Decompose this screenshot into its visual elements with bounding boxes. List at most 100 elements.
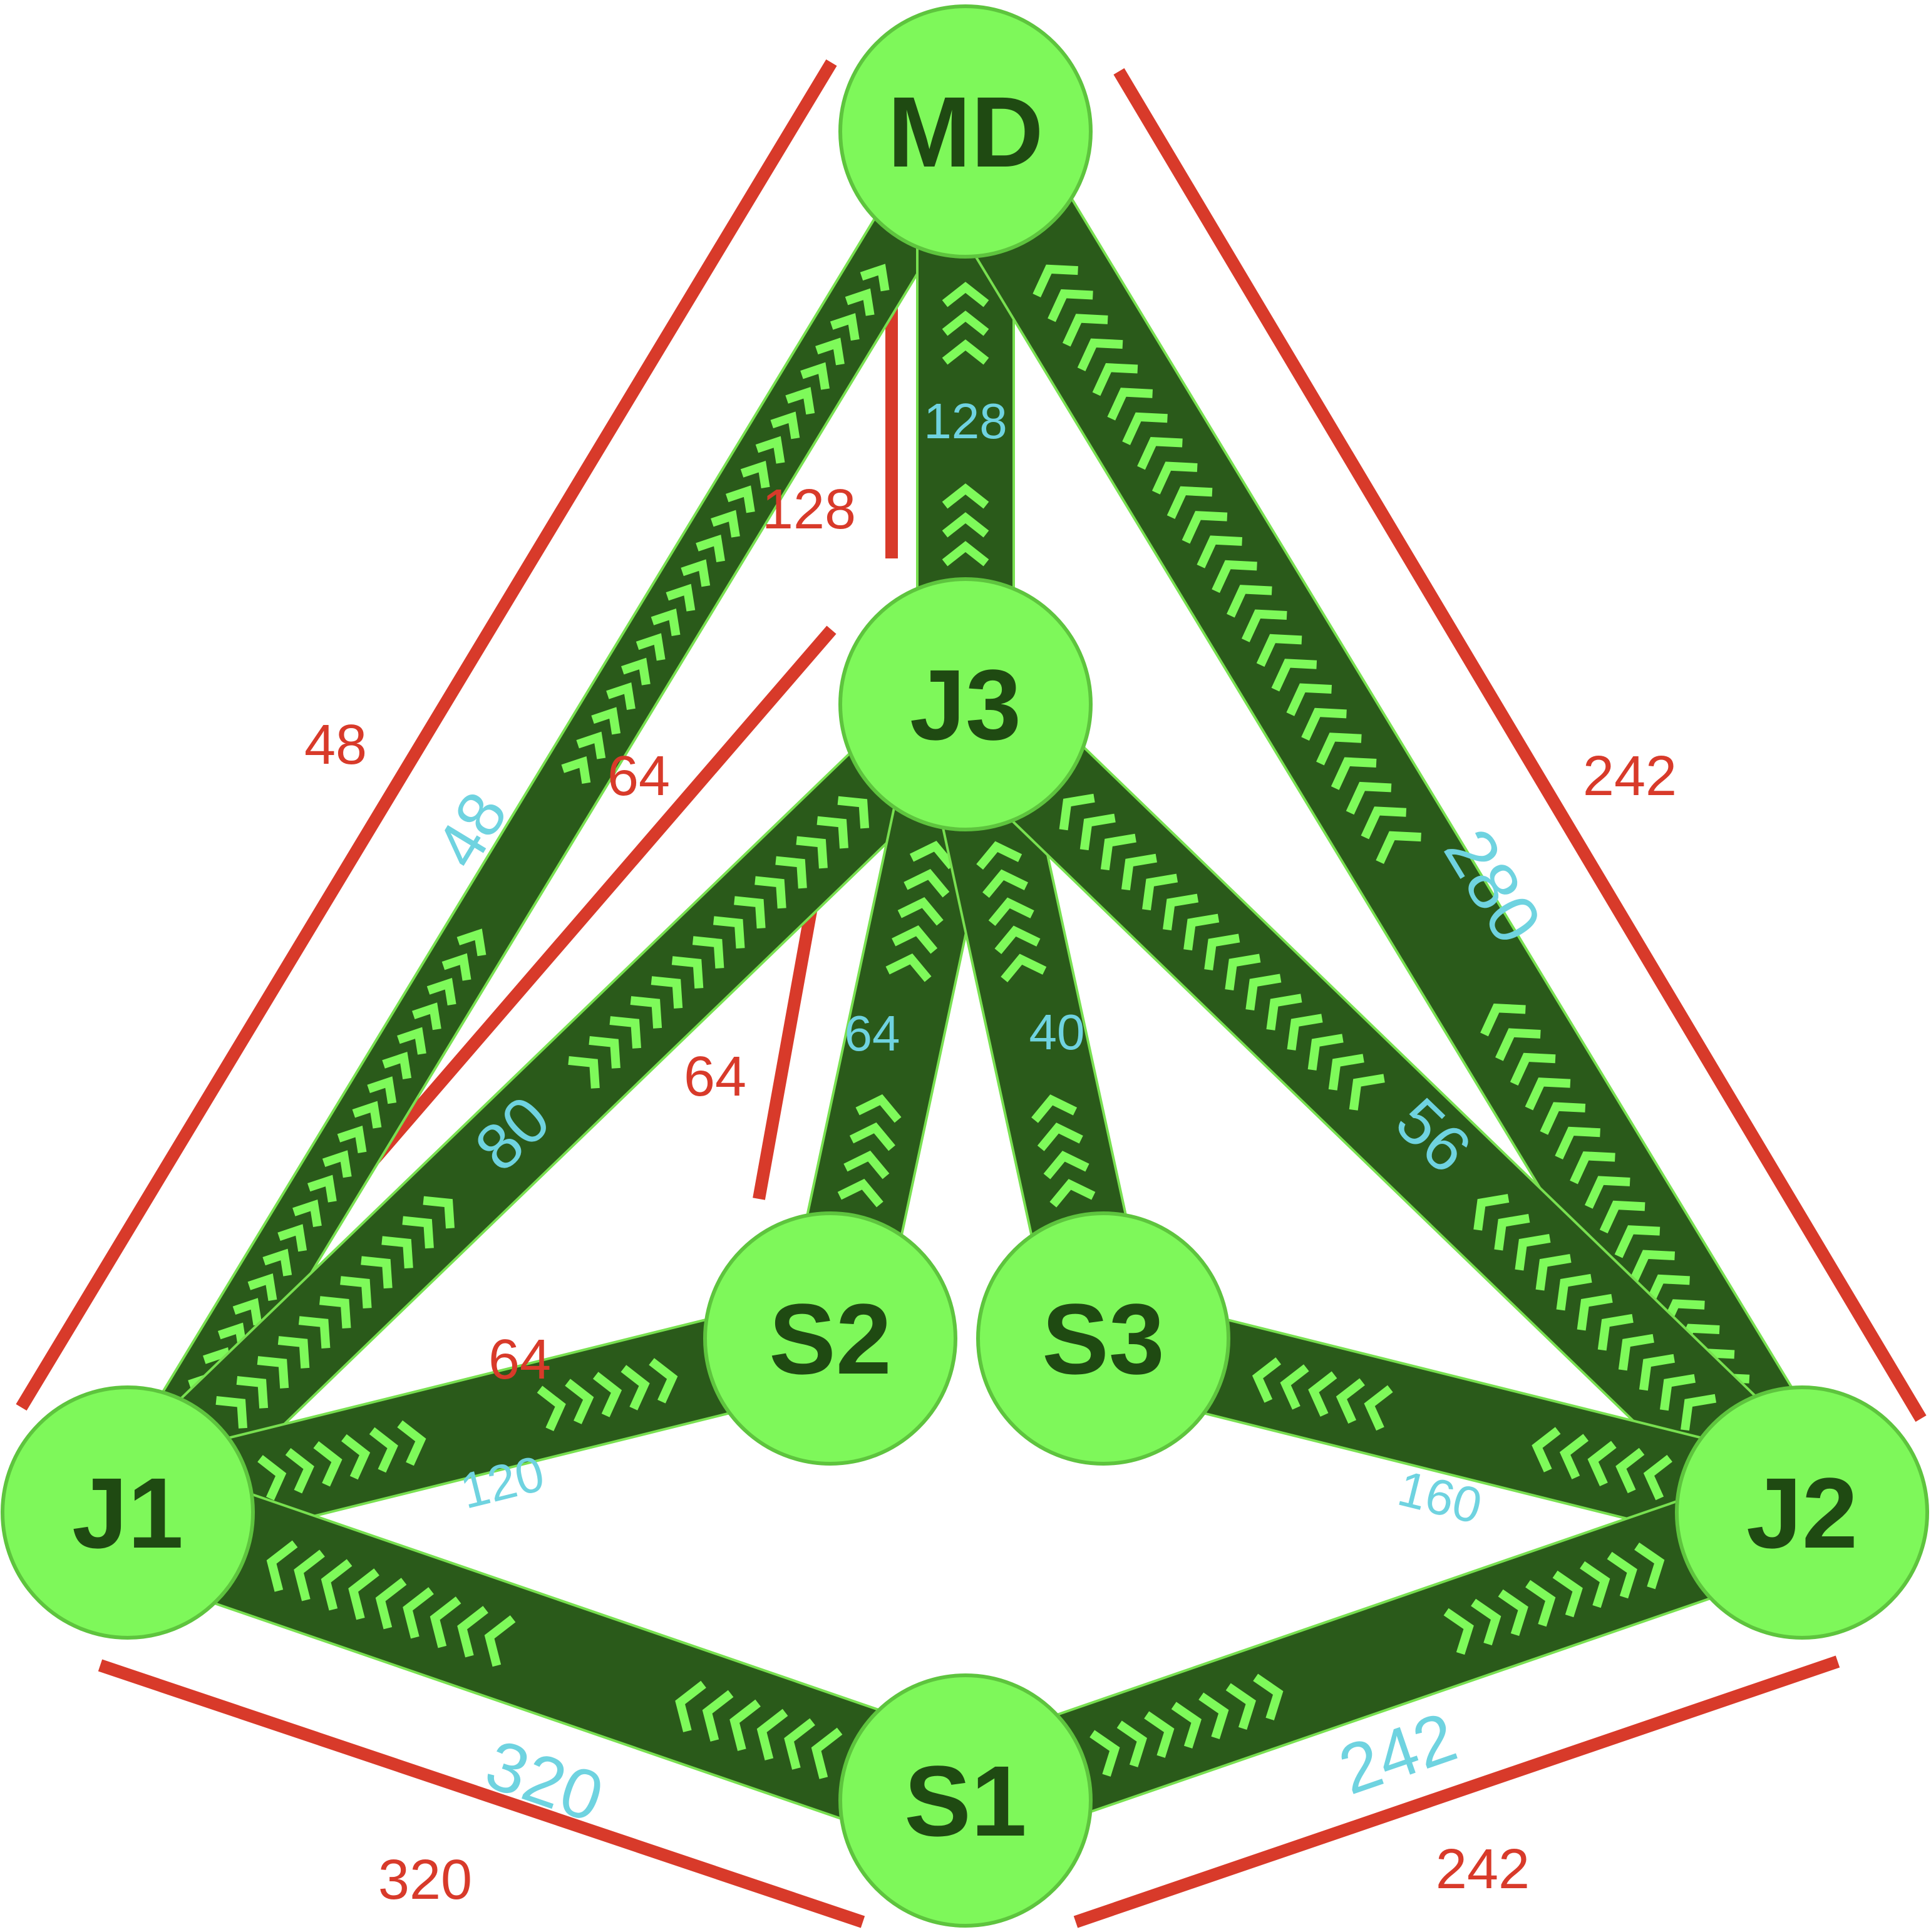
flow-chevron-icon — [1212, 560, 1257, 593]
flow-chevron-icon — [1245, 974, 1282, 1010]
flow-chevron-icon — [1079, 813, 1116, 851]
flow-chevron-icon — [561, 756, 591, 784]
flow-chevron-icon — [1166, 486, 1213, 520]
flow-chevron-icon — [830, 313, 860, 341]
flow-chevron-icon — [1681, 1394, 1717, 1431]
flow-chevron-icon — [636, 633, 666, 661]
flow-chevron-icon — [361, 1256, 393, 1289]
flow-chevron-icon — [592, 1372, 622, 1417]
flow-chevron-icon — [1615, 1447, 1645, 1494]
flow-chevron-icon — [412, 1002, 441, 1030]
flow-chevron-icon — [565, 1379, 594, 1424]
flow-chevron-icon — [1253, 1673, 1284, 1720]
node-s3: S3 — [976, 1211, 1230, 1466]
flow-chevron-icon — [726, 485, 755, 513]
flow-chevron-icon — [784, 1718, 815, 1770]
node-j1: J1 — [1, 1385, 255, 1640]
flow-chevron-icon — [1540, 1102, 1586, 1135]
flow-chevron-icon — [756, 1708, 788, 1760]
flow-chevron-icon — [1197, 535, 1243, 568]
flow-chevron-icon — [651, 976, 683, 1009]
flow-label-s1-j1: 320 — [476, 1725, 612, 1837]
capacity-line-j1-md — [16, 59, 837, 1411]
node-circle — [1, 1385, 255, 1640]
flow-chevron-icon — [1535, 1254, 1572, 1291]
flow-chevron-icon — [811, 1727, 843, 1779]
node-s1: S1 — [838, 1673, 1093, 1928]
capacity-label-j1-md: 48 — [304, 714, 367, 776]
flow-chevron-icon — [1316, 732, 1362, 766]
flow-chevron-icon — [1266, 994, 1302, 1030]
flow-chevron-icon — [266, 1540, 298, 1592]
flow-chevron-icon — [729, 1699, 761, 1751]
flow-chevron-icon — [649, 1358, 678, 1404]
node-circle — [976, 1211, 1230, 1466]
flow-chevron-icon — [1376, 831, 1421, 864]
edge-pipe — [97, 672, 996, 1544]
flow-chevron-icon — [1043, 1151, 1089, 1179]
flow-chevron-icon — [1587, 1441, 1617, 1486]
flow-chevron-icon — [576, 731, 606, 759]
flow-chevron-icon — [982, 869, 1028, 898]
flow-chevron-icon — [441, 953, 471, 981]
flow-chevron-icon — [909, 840, 955, 870]
flow-chevron-icon — [423, 1196, 455, 1229]
flow-chevron-icon — [1183, 913, 1220, 951]
capacity-line-j2-md — [1113, 68, 1927, 1422]
flow-chevron-icon — [1597, 1313, 1634, 1351]
flow-chevron-icon — [1308, 1371, 1337, 1417]
flow-chevron-icon — [381, 1236, 413, 1269]
flow-chevron-icon — [285, 1448, 314, 1494]
flow-chevron-icon — [277, 1224, 307, 1252]
flow-chevron-icon — [1336, 1378, 1365, 1424]
flow-chevron-icon — [1271, 659, 1317, 692]
flow-chevron-icon — [843, 1150, 890, 1179]
flow-chevron-icon — [1100, 833, 1136, 871]
flow-chevron-icon — [484, 1615, 516, 1667]
flow-chevron-icon — [1059, 793, 1095, 831]
flow-chevron-icon — [1364, 1385, 1393, 1431]
flow-chevron-icon — [1031, 1094, 1078, 1123]
flow-chevron-icon — [754, 876, 786, 909]
node-j2: J2 — [1675, 1385, 1929, 1640]
flow-chevron-icon — [1062, 314, 1108, 347]
pipe-edges — [95, 101, 1851, 1856]
flow-chevron-icon — [1301, 707, 1347, 741]
flow-chevron-icon — [837, 1178, 883, 1208]
flow-chevron-icon — [1634, 1542, 1665, 1590]
node-label: S3 — [1042, 1283, 1165, 1395]
flow-chevron-icon — [816, 816, 848, 849]
flow-chevron-icon — [666, 583, 696, 612]
flow-chevron-icon — [456, 928, 487, 957]
flow-chevron-icon — [1328, 1054, 1364, 1091]
flow-chevron-icon — [994, 925, 1041, 955]
flow-chevron-icon — [702, 1690, 734, 1742]
flow-chevron-icon — [277, 1336, 310, 1369]
capacity-label-j2-md: 242 — [1583, 745, 1677, 808]
flow-chevron-icon — [1227, 585, 1272, 618]
flow-chevron-icon — [1599, 1200, 1645, 1234]
flow-chevron-icon — [430, 1596, 461, 1648]
flow-chevron-icon — [904, 868, 950, 898]
flow-chevron-icon — [568, 1056, 600, 1089]
flow-chevron-icon — [1280, 1364, 1309, 1410]
node-circle — [838, 4, 1093, 259]
edge-s1-j2 — [948, 1462, 1820, 1851]
flow-chevron-icon — [845, 288, 875, 316]
flow-chevron-icon — [1532, 1427, 1561, 1472]
flow-chevron-icon — [1001, 953, 1047, 983]
flow-chevron-icon — [321, 1559, 353, 1611]
flow-chevron-icon — [319, 1296, 351, 1329]
node-label: S1 — [904, 1745, 1027, 1857]
flow-chevron-icon — [1107, 388, 1153, 421]
flow-chevron-icon — [696, 534, 725, 562]
flow-chevron-icon — [651, 608, 681, 636]
capacity-label-j1-s2: 64 — [488, 1328, 551, 1391]
flow-chevron-icon — [340, 1276, 372, 1309]
flow-chevron-icon — [589, 1035, 620, 1069]
flow-chevron-icon — [681, 559, 711, 587]
flow-chevron-icon — [1048, 289, 1093, 322]
capacity-line-s2-j3 — [753, 900, 819, 1200]
flow-chevron-icon — [397, 1420, 426, 1466]
flow-chevron-icon — [232, 1298, 262, 1326]
